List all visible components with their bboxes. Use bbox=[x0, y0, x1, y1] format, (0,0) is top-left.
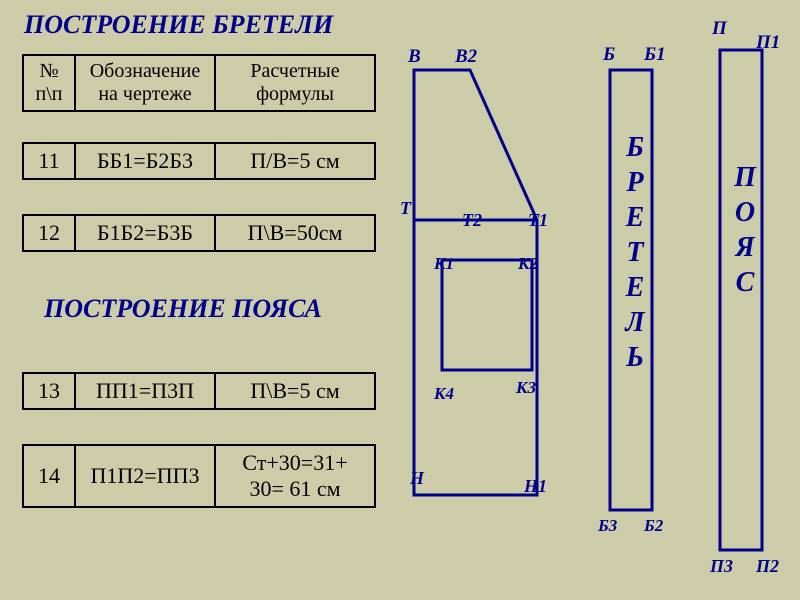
point-label: В2 bbox=[455, 46, 477, 68]
point-label: П1 bbox=[756, 32, 780, 54]
point-label: П3 bbox=[710, 556, 733, 577]
point-label: Н bbox=[410, 468, 424, 489]
point-label: Б1 bbox=[644, 44, 666, 66]
point-label: П2 bbox=[756, 556, 779, 577]
point-label: Б3 bbox=[598, 516, 617, 536]
pattern-diagram bbox=[0, 0, 800, 600]
pocket-rect bbox=[442, 260, 532, 370]
point-label: Т1 bbox=[528, 210, 548, 231]
point-label: К3 bbox=[516, 378, 536, 398]
strap-label: БРЕТЕЛЬ bbox=[618, 130, 652, 375]
belt-rect bbox=[720, 50, 762, 550]
point-label: Т2 bbox=[462, 210, 482, 231]
point-label: К2 bbox=[518, 254, 538, 274]
point-label: Б2 bbox=[644, 516, 663, 536]
point-label: П bbox=[712, 18, 727, 40]
point-label: В bbox=[408, 46, 421, 68]
point-label: Н1 bbox=[524, 476, 547, 497]
main-apron-shape bbox=[414, 70, 537, 495]
belt-label: ПОЯС bbox=[728, 160, 762, 300]
point-label: Т bbox=[400, 198, 411, 219]
point-label: К1 bbox=[434, 254, 454, 274]
point-label: Б bbox=[603, 44, 615, 66]
point-label: К4 bbox=[434, 384, 454, 404]
